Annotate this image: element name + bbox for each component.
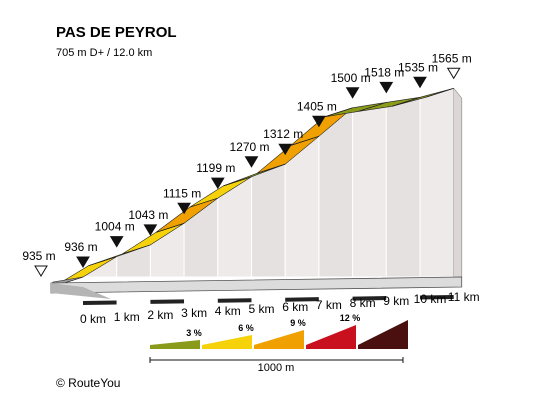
surface-divider: [425, 88, 454, 98]
surface-divider: [122, 244, 151, 255]
profile-layer: 0 km 1 km 2 km 3 km 4 km 5 km 6 km 7 km 8 km 9 km…: [22, 51, 479, 326]
surface-divider: [358, 102, 387, 112]
scale-label: 1000 m: [258, 362, 295, 374]
x-tick-label: 2 km: [147, 308, 173, 322]
elevation-label: 1535 m: [398, 60, 438, 74]
km-scale-bar: [251, 297, 286, 303]
elevation-marker: [379, 81, 394, 94]
profile-column: [251, 163, 286, 278]
x-tick-label: 0 km: [80, 312, 106, 326]
elevation-label: 1199 m: [196, 161, 235, 175]
km-scale-bar: [285, 297, 319, 302]
surface-divider: [156, 223, 185, 233]
legend-swatch: [150, 340, 200, 345]
surface-divider: [257, 163, 286, 174]
elevation-marker: [413, 76, 427, 89]
chart-title: PAS DE PEYROL: [56, 24, 177, 41]
x-tick-label: 4 km: [215, 304, 241, 318]
km-scale-bar: [386, 295, 421, 301]
surface-divider: [324, 107, 353, 118]
elevation-label: 1518 m: [364, 65, 404, 79]
start-marker: [34, 265, 48, 277]
surface-divider: [88, 256, 117, 266]
elevation-label: 1405 m: [297, 99, 337, 113]
start-elevation-label: 935 m: [22, 249, 55, 263]
km-scale-bar: [184, 298, 218, 304]
elevation-label: 1500 m: [331, 71, 371, 85]
elevation-marker: [76, 256, 90, 268]
elevation-label: 1115 m: [163, 186, 201, 200]
profile-column: [385, 96, 421, 278]
km-scale-bar: [318, 296, 353, 302]
legend-percent-label: 6 %: [238, 323, 254, 333]
surface-divider: [290, 136, 319, 146]
surface-divider: [223, 176, 252, 187]
gradient-legend: 3 % 6 % 9 % 12 % 1000 m: [149, 313, 408, 374]
km-scale-bar: [352, 296, 387, 301]
x-tick-label: 10 km: [414, 292, 447, 306]
x-tick-label: 11 km: [448, 290, 480, 304]
surface-divider: [189, 197, 218, 208]
elevation-marker: [109, 236, 124, 248]
x-tick-label: 7 km: [316, 298, 342, 312]
base-slab: [50, 276, 463, 294]
km-scale-bar: [82, 300, 117, 305]
legend-swatch: [306, 325, 356, 345]
legend-base: [358, 345, 408, 349]
x-tick-label: 3 km: [181, 306, 207, 320]
x-tick-label: 5 km: [248, 302, 274, 316]
chart-subtitle: 705 m D+ / 12.0 km: [56, 47, 152, 59]
base-front: [51, 283, 111, 299]
km-scale-bar: [419, 294, 454, 300]
summit-marker: [446, 67, 461, 80]
profile-column: [318, 106, 354, 278]
x-tick-label: 9 km: [383, 294, 409, 308]
elevation-marker: [177, 202, 191, 215]
legend-swatch: [202, 335, 252, 345]
elevation-label: 1270 m: [229, 140, 269, 154]
legend-base: [202, 345, 252, 349]
elevation-marker: [278, 143, 293, 156]
elevation-label: 936 m: [64, 240, 97, 254]
elevation-marker: [312, 115, 326, 128]
x-tick-label: 8 km: [350, 296, 376, 310]
profile-right-side: [453, 87, 462, 278]
km-scale-bar: [217, 298, 252, 303]
km-scale-bar: [150, 299, 185, 304]
elevation-label: 1312 m: [263, 127, 303, 141]
legend-percent-label: 3 %: [186, 328, 202, 338]
km-scale-bar: [116, 299, 151, 305]
elevation-marker: [345, 87, 360, 99]
legend-base: [254, 345, 304, 349]
surface-divider: [391, 97, 421, 107]
credit-text: © RouteYou: [56, 376, 120, 390]
elevation-label: 1565 m: [432, 51, 472, 65]
elevation-marker: [210, 177, 225, 190]
legend-swatch: [254, 330, 304, 345]
elevation-label: 1004 m: [95, 220, 135, 234]
legend-base: [150, 345, 200, 349]
elevation-marker: [143, 224, 158, 236]
elevation-marker: [244, 156, 259, 168]
x-tick-label: 1 km: [114, 310, 140, 324]
elevation-label: 1043 m: [128, 208, 168, 222]
x-tick-label: 6 km: [282, 300, 308, 314]
legend-percent-label: 9 %: [290, 318, 306, 328]
legend-swatch: [358, 320, 408, 345]
profile-column: [419, 87, 455, 278]
legend-base: [306, 345, 356, 349]
legend-percent-label: 12 %: [340, 313, 361, 323]
profile-column: [352, 101, 387, 278]
